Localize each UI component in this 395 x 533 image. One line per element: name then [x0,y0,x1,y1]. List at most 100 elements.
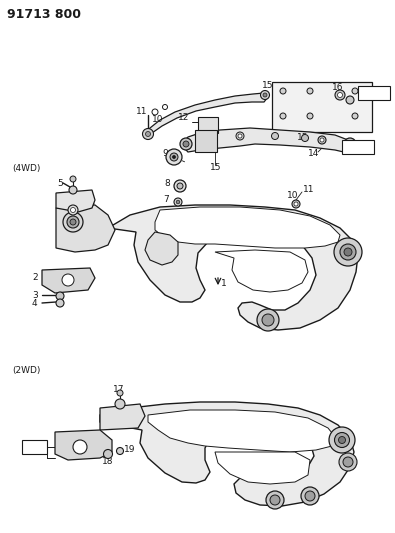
Circle shape [152,109,158,115]
Circle shape [337,93,342,98]
Circle shape [70,207,75,213]
Circle shape [343,457,353,467]
Text: 16: 16 [332,84,344,93]
Polygon shape [56,190,95,212]
Text: 5: 5 [57,179,63,188]
Text: 9: 9 [162,149,168,157]
Circle shape [69,186,77,194]
Text: 13: 13 [368,88,380,98]
Circle shape [71,188,75,192]
Text: 12: 12 [178,114,189,123]
Circle shape [271,133,278,140]
Polygon shape [42,268,95,293]
Polygon shape [108,205,358,330]
Circle shape [320,138,324,142]
Circle shape [66,278,70,282]
Circle shape [344,138,356,150]
Circle shape [174,198,182,206]
Circle shape [166,149,182,165]
Text: 12: 12 [352,142,364,151]
Circle shape [117,401,122,407]
Circle shape [183,141,189,147]
Bar [198,117,218,133]
Circle shape [63,212,83,232]
Circle shape [307,88,313,94]
Text: 11: 11 [136,107,147,116]
Circle shape [305,491,315,501]
Text: 3: 3 [32,290,38,300]
Text: (2WD): (2WD) [12,366,40,375]
Polygon shape [145,93,268,137]
Bar [342,140,374,154]
Circle shape [263,93,267,97]
Circle shape [262,314,274,326]
Circle shape [236,132,244,140]
Text: 91713 800: 91713 800 [7,7,81,20]
Circle shape [162,104,167,109]
Circle shape [335,432,350,448]
Polygon shape [55,430,112,460]
Text: 10: 10 [287,191,299,200]
Text: (4WD): (4WD) [12,164,40,173]
Text: 6: 6 [95,217,101,227]
Circle shape [170,153,178,161]
Circle shape [103,449,113,458]
Polygon shape [155,207,340,248]
Circle shape [307,113,313,119]
Text: 14: 14 [308,149,320,157]
Circle shape [173,156,175,158]
Circle shape [339,437,346,443]
Circle shape [176,200,180,204]
Polygon shape [100,404,145,430]
Circle shape [339,453,357,471]
Circle shape [56,292,64,300]
Circle shape [329,427,355,453]
Circle shape [260,91,269,100]
Text: 19: 19 [124,445,135,454]
Circle shape [318,136,326,144]
Circle shape [347,141,353,147]
Text: 10: 10 [152,116,164,125]
Circle shape [334,238,362,266]
Circle shape [270,495,280,505]
Text: 17: 17 [113,385,124,394]
Circle shape [117,390,123,396]
Circle shape [145,132,150,136]
Text: 4: 4 [32,298,38,308]
Circle shape [68,205,78,215]
Circle shape [294,202,298,206]
Polygon shape [215,452,310,484]
Circle shape [344,248,352,256]
Circle shape [56,299,64,307]
Circle shape [292,200,300,208]
Circle shape [115,399,125,409]
Circle shape [62,274,74,286]
Text: 15: 15 [297,133,308,141]
Text: 2: 2 [32,273,38,282]
Circle shape [340,244,356,260]
Circle shape [266,491,284,509]
Circle shape [301,134,308,141]
Bar [195,130,217,152]
Circle shape [70,219,76,225]
Circle shape [352,88,358,94]
Circle shape [58,294,62,298]
Circle shape [70,176,76,182]
Text: 11: 11 [303,185,314,195]
Polygon shape [56,205,115,252]
Text: 18: 18 [102,457,113,466]
Text: 15: 15 [210,164,222,173]
Bar [22,440,47,454]
Circle shape [67,216,79,228]
Text: 15: 15 [262,80,273,90]
Bar [272,82,372,132]
Circle shape [106,452,110,456]
Circle shape [143,128,154,140]
Circle shape [280,88,286,94]
Circle shape [280,113,286,119]
Circle shape [117,448,124,455]
Circle shape [257,309,279,331]
Polygon shape [145,232,178,265]
Circle shape [174,180,186,192]
Text: 1: 1 [31,442,37,451]
